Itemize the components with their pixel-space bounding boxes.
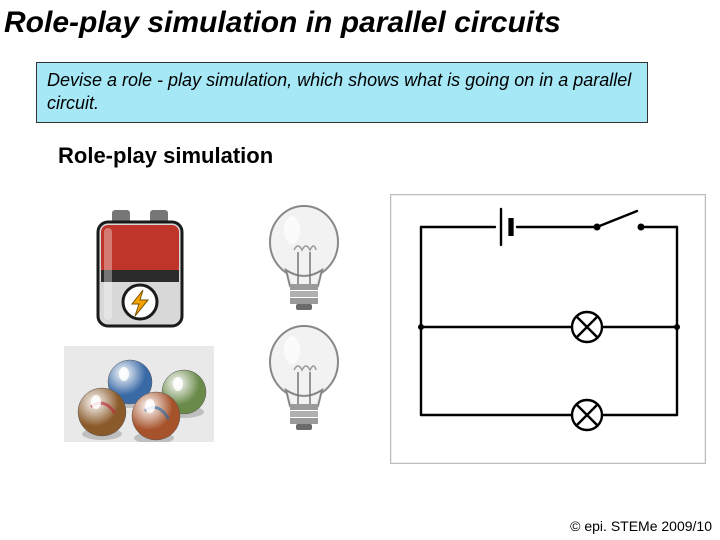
marbles-icon — [64, 346, 214, 447]
page-title: Role-play simulation in parallel circuit… — [0, 0, 720, 44]
content-area — [0, 200, 720, 490]
instruction-box: Devise a role - play simulation, which s… — [36, 62, 648, 123]
circuit-diagram — [390, 194, 706, 464]
instruction-text: Devise a role - play simulation, which s… — [47, 70, 631, 113]
battery-icon — [88, 210, 192, 333]
lightbulb-icon — [254, 200, 354, 317]
subheading: Role-play simulation — [58, 143, 720, 169]
copyright-footer: © epi. STEMe 2009/10 — [570, 518, 712, 534]
lightbulb-icon — [254, 320, 354, 437]
